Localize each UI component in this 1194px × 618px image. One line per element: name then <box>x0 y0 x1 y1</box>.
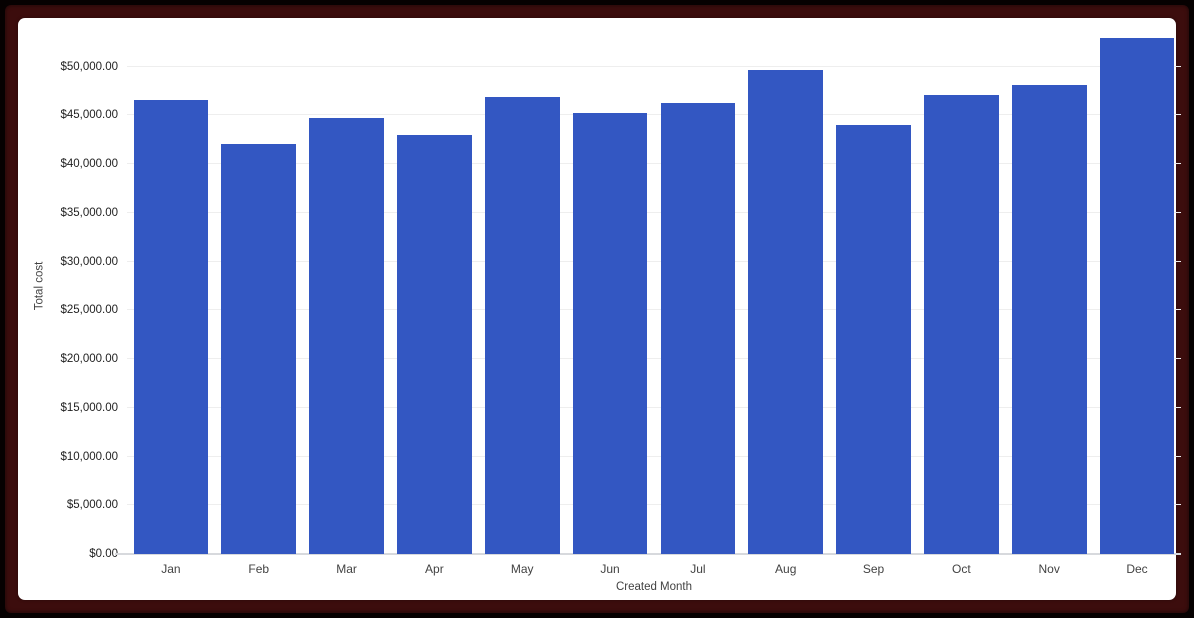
x-tick-label: Sep <box>862 562 885 576</box>
x-tick-label: Jan <box>161 562 181 576</box>
gridline <box>127 260 1181 262</box>
x-tick-label: Oct <box>952 562 971 576</box>
y-tick-label: $40,000.00 <box>60 158 118 171</box>
x-axis-tick-labels: Jan Feb Mar Apr May Jun Jul Aug Sep Oct Nov Dec <box>127 562 1181 576</box>
x-axis-title: Created Month <box>615 581 693 593</box>
plot-area <box>115 18 1181 555</box>
gridline <box>127 455 1181 457</box>
chart-canvas: Total cost $0.00 $5,000.00 $10,000.00 $15,0… <box>18 18 1181 600</box>
y-axis-tick-labels: $0.00 $5,000.00 $10,000.00 $15,000.00 $20,00… <box>18 18 118 560</box>
bar-series <box>127 18 1181 554</box>
bar-slot <box>478 18 566 554</box>
bar-nov[interactable] <box>1011 85 1087 554</box>
gridline <box>127 309 1181 311</box>
bar-slot <box>127 18 215 554</box>
y-tick-label: $50,000.00 <box>60 60 118 73</box>
bar-feb[interactable] <box>221 144 297 554</box>
bar-jun[interactable] <box>572 113 648 554</box>
bar-aug[interactable] <box>748 69 824 554</box>
x-tick-label: Feb <box>248 562 270 576</box>
screenshot-border-inner: Total cost $0.00 $5,000.00 $10,000.00 $15,0… <box>5 5 1189 613</box>
y-tick-label: $25,000.00 <box>60 304 118 317</box>
bar-jul[interactable] <box>660 103 736 554</box>
gridline <box>127 358 1181 360</box>
bar-sep[interactable] <box>836 124 911 554</box>
bar-apr[interactable] <box>397 134 472 554</box>
y-tick-label: $15,000.00 <box>60 401 118 414</box>
x-tick-label: Apr <box>425 562 444 576</box>
gridline <box>127 114 1181 116</box>
bar-dec[interactable] <box>1099 37 1175 554</box>
y-tick-label: $0.00 <box>89 548 118 560</box>
gridline <box>127 406 1181 408</box>
gridline <box>127 163 1181 165</box>
bar-oct[interactable] <box>924 95 999 554</box>
gridline <box>127 211 1181 213</box>
bar-slot <box>303 18 391 554</box>
bar-slot <box>742 18 830 554</box>
y-tick-label: $5,000.00 <box>66 499 118 512</box>
x-axis-line <box>115 553 1181 555</box>
bar-slot <box>1005 18 1093 554</box>
y-tick-label: $30,000.00 <box>60 255 118 268</box>
gridline <box>127 504 1181 506</box>
x-tick-label: Dec <box>1126 562 1148 576</box>
x-tick-label: Jul <box>690 562 706 576</box>
y-tick-label: $35,000.00 <box>60 206 118 219</box>
bar-may[interactable] <box>484 97 560 554</box>
bar-slot <box>566 18 654 554</box>
bar-slot <box>830 18 918 554</box>
y-tick-label: $10,000.00 <box>60 450 118 463</box>
x-tick-label: May <box>510 562 534 576</box>
bar-slot <box>215 18 303 554</box>
bar-slot <box>654 18 742 554</box>
gridline <box>127 65 1181 67</box>
bar-jan[interactable] <box>133 99 209 554</box>
x-tick-label: Mar <box>336 562 357 576</box>
bar-slot <box>390 18 478 554</box>
x-tick-label: Jun <box>600 562 620 576</box>
bar-mar[interactable] <box>309 118 384 554</box>
bar-slot <box>1093 18 1181 554</box>
bar-slot <box>917 18 1005 554</box>
x-tick-label: Aug <box>775 562 797 576</box>
x-tick-label: Nov <box>1038 562 1060 576</box>
y-tick-label: $45,000.00 <box>60 109 118 122</box>
y-tick-label: $20,000.00 <box>60 353 118 366</box>
